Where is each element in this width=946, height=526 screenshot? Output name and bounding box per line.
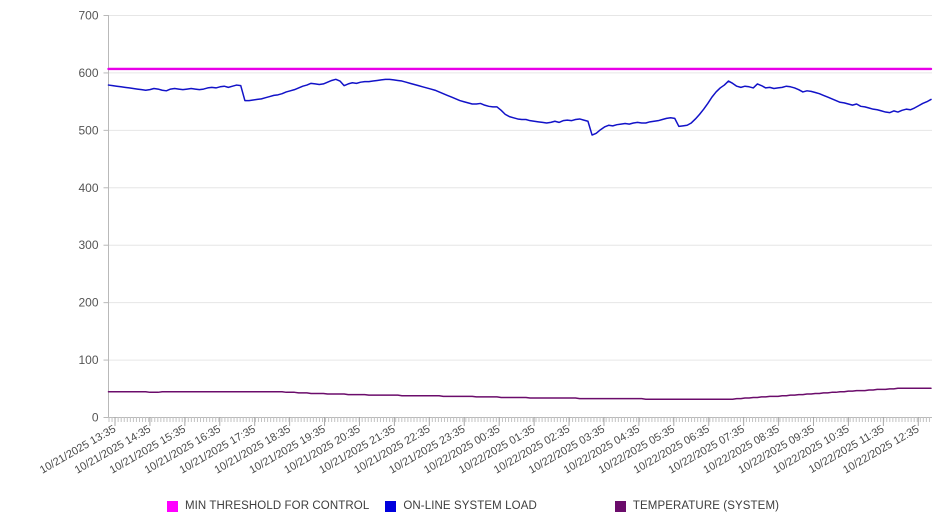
y-axis-tick-label: 600 xyxy=(78,66,98,80)
legend-item-min-threshold-for-control[interactable]: MIN THRESHOLD FOR CONTROL xyxy=(166,500,370,512)
x-axis-major-ticks xyxy=(114,417,919,426)
y-axis-tick-label: 0 xyxy=(92,411,99,425)
series-line-on-line-system-load xyxy=(107,78,932,136)
grid-lines xyxy=(103,15,932,418)
y-axis-tick-label: 700 xyxy=(78,9,98,23)
y-axis-tick-label: 100 xyxy=(78,353,98,367)
y-axis-tick-labels: 0 100 200 300 400 500 600 700 xyxy=(78,9,98,425)
legend-label-temperature-system: TEMPERATURE (SYSTEM) xyxy=(632,500,780,512)
data-series-lines xyxy=(107,67,933,400)
y-axis-tick-label: 500 xyxy=(78,123,98,137)
legend-swatch-on-line-system-load xyxy=(385,500,397,512)
legend-label-on-line-system-load: ON-LINE SYSTEM LOAD xyxy=(403,500,537,512)
legend-swatch-temperature-system xyxy=(614,500,626,512)
legend-item-on-line-system-load[interactable]: ON-LINE SYSTEM LOAD xyxy=(385,500,537,512)
legend-swatch-min-threshold-for-control xyxy=(166,500,178,512)
y-axis-tick-label: 300 xyxy=(78,238,98,252)
legend-label-min-threshold-for-control: MIN THRESHOLD FOR CONTROL xyxy=(184,500,370,512)
y-axis-tick-label: 400 xyxy=(78,181,98,195)
legend-item-temperature-system[interactable]: TEMPERATURE (SYSTEM) xyxy=(614,500,780,512)
y-axis-tick-label: 200 xyxy=(78,296,98,310)
x-axis-minor-ticks xyxy=(108,417,930,422)
chart-legend: MIN THRESHOLD FOR CONTROL ON-LINE SYSTEM… xyxy=(0,494,946,518)
series-line-temperature-system xyxy=(107,387,932,400)
